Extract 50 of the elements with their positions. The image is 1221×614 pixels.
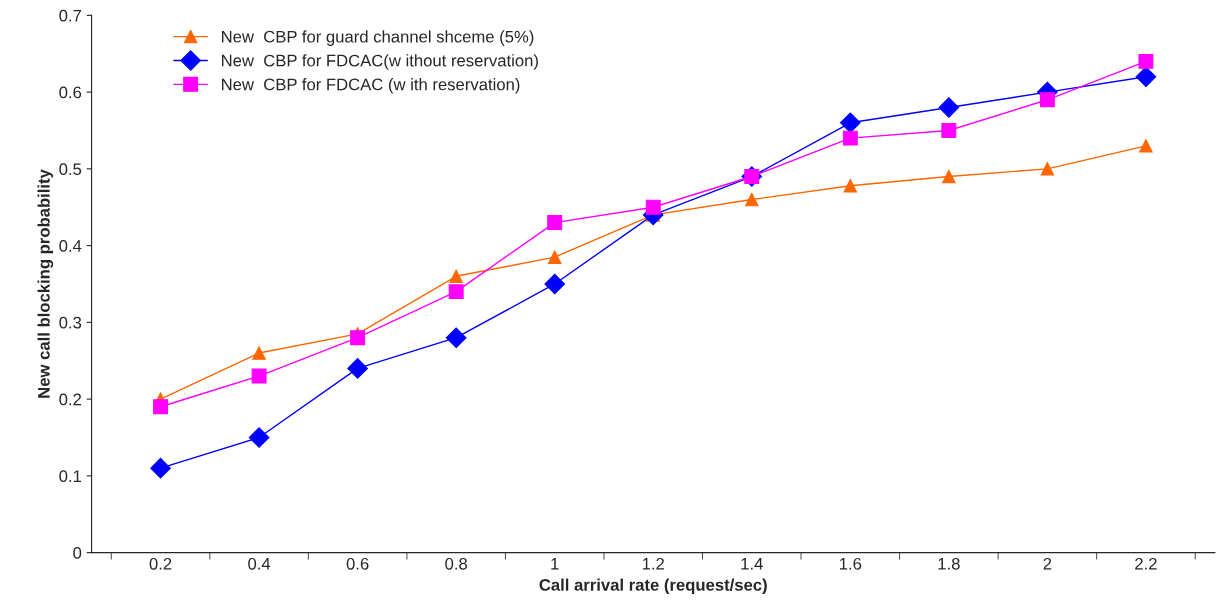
point xyxy=(839,112,861,134)
point xyxy=(252,346,266,360)
point xyxy=(1135,66,1157,88)
x-tick-label: 1 xyxy=(551,558,559,570)
y-tick-label: 0.2 xyxy=(59,393,82,406)
point xyxy=(445,327,467,349)
point xyxy=(941,123,957,138)
point xyxy=(347,358,368,379)
point xyxy=(843,178,858,193)
x-tick-label: 1.6 xyxy=(840,557,862,570)
x-tick-label: 2.2 xyxy=(1135,557,1157,570)
y-tick-label: 0.3 xyxy=(59,316,82,329)
x-tick-label: 1.2 xyxy=(642,557,664,570)
point xyxy=(547,250,562,264)
point xyxy=(842,130,858,146)
point xyxy=(153,399,169,415)
point xyxy=(248,427,270,448)
point xyxy=(745,192,759,207)
legend-label: New CBP for FDCAC(w ithout reservation) xyxy=(222,54,538,70)
point xyxy=(645,199,661,215)
point xyxy=(350,330,366,346)
y-tick-label: 0.1 xyxy=(59,470,82,483)
point xyxy=(938,97,960,118)
point xyxy=(150,457,171,479)
x-tick-label: 0.4 xyxy=(248,557,271,570)
point xyxy=(449,269,463,284)
x-tick-label: 0.6 xyxy=(346,557,369,570)
point xyxy=(448,284,464,300)
x-tick-label: 0.2 xyxy=(149,557,172,570)
y-tick-label: 0.7 xyxy=(59,9,82,22)
point xyxy=(1138,53,1154,69)
point xyxy=(547,215,563,231)
y-tick-label: 0.4 xyxy=(59,240,82,252)
x-axis-title: Call arrival rate (request/sec) xyxy=(539,578,767,595)
y-tick-label: 0 xyxy=(73,547,82,559)
legend-label: New CBP for FDCAC (w ith reservation) xyxy=(222,78,520,94)
x-tick-label: 2 xyxy=(1043,557,1052,570)
point xyxy=(251,368,267,384)
y-tick-label: 0.6 xyxy=(59,86,82,99)
point xyxy=(942,169,956,184)
y-tick-label: 0.5 xyxy=(59,163,82,176)
point xyxy=(1040,162,1055,176)
point xyxy=(1139,139,1153,153)
x-tick-label: 1.8 xyxy=(938,557,960,570)
point xyxy=(1039,92,1055,108)
x-tick-label: 1.4 xyxy=(741,558,763,570)
y-axis-title: New call blocking probability xyxy=(37,169,54,398)
legend-label: New CBP for guard channel shceme (5%) xyxy=(222,30,534,46)
x-tick-label: 0.8 xyxy=(445,557,468,570)
point xyxy=(544,273,566,295)
